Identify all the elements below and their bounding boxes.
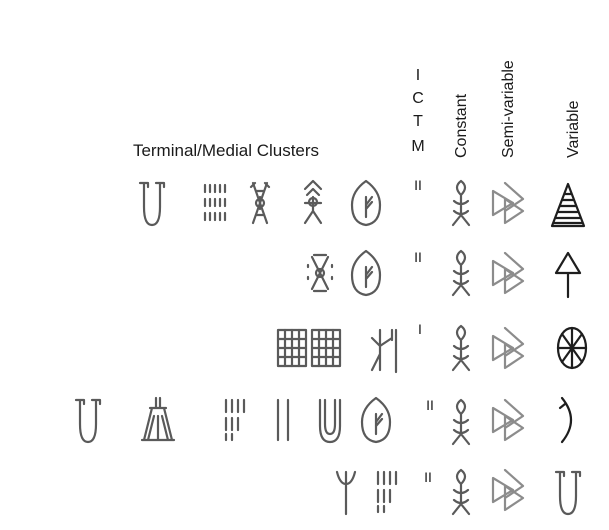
hut-sign-icon bbox=[140, 396, 176, 442]
ictm-letter-t: T bbox=[413, 113, 423, 130]
bracket-sign-icon bbox=[558, 396, 573, 444]
leaf-sign-icon bbox=[350, 249, 382, 297]
ictm-header: I C T M bbox=[411, 67, 424, 155]
fish-man-sign-icon bbox=[451, 249, 471, 297]
fish-man-sign-icon bbox=[451, 324, 471, 372]
nested-jar-sign-icon bbox=[318, 398, 342, 444]
sign-row-4: II bbox=[74, 396, 573, 446]
arrow-sign-icon bbox=[554, 251, 582, 299]
ictm-value: I bbox=[418, 321, 422, 337]
ictm-letter-c: C bbox=[412, 90, 424, 107]
double-triangle-sign-icon bbox=[491, 398, 525, 442]
ictm-letter-i: I bbox=[416, 67, 420, 84]
stroke-grid-sign-icon bbox=[203, 183, 227, 222]
double-triangle-sign-icon bbox=[491, 181, 525, 225]
jar-sign-icon bbox=[74, 398, 102, 444]
double-triangle-sign-icon bbox=[491, 251, 525, 295]
terminal-medial-clusters-header: Terminal/Medial Clusters bbox=[133, 141, 319, 160]
constant-header: Constant bbox=[453, 93, 470, 158]
variable-header: Variable bbox=[565, 100, 582, 158]
sign-row-5: II bbox=[335, 468, 582, 516]
ictm-value: II bbox=[424, 469, 432, 485]
sign-row-2: II bbox=[306, 249, 582, 299]
leaf-sign-icon bbox=[350, 179, 382, 227]
semi-variable-header: Semi-variable bbox=[500, 60, 517, 158]
double-triangle-sign-icon bbox=[491, 326, 525, 370]
ictm-value: II bbox=[414, 249, 422, 265]
roofed-man-sign-icon bbox=[303, 179, 323, 225]
staff-man-sign-icon bbox=[370, 328, 398, 374]
dotted-man-sign-icon bbox=[306, 253, 334, 293]
stroke-group-sign-icon bbox=[376, 470, 398, 514]
sign-row-3: I bbox=[276, 321, 588, 374]
double-bar-sign-icon bbox=[276, 398, 290, 442]
jar-sign-icon bbox=[554, 470, 582, 516]
ictm-value: II bbox=[414, 177, 422, 193]
spoked-wheel-sign-icon bbox=[556, 326, 588, 370]
hatched-triangle-sign-icon bbox=[550, 182, 586, 228]
double-triangle-sign-icon bbox=[491, 468, 525, 512]
crossed-man-sign-icon bbox=[249, 181, 271, 225]
stroke-group-sign-icon bbox=[224, 398, 246, 442]
fish-man-sign-icon bbox=[451, 468, 471, 516]
fish-man-sign-icon bbox=[451, 179, 471, 227]
ictm-letter-m: M bbox=[411, 138, 424, 155]
jar-sign-icon bbox=[138, 181, 166, 227]
fish-man-sign-icon bbox=[451, 398, 471, 446]
sign-row-1: II bbox=[138, 177, 586, 228]
leaf-sign-icon bbox=[360, 396, 392, 444]
grid-sign-icon bbox=[310, 328, 342, 368]
grid-sign-icon bbox=[276, 328, 308, 368]
ictm-value: II bbox=[426, 397, 434, 413]
trident-sign-icon bbox=[335, 470, 357, 516]
